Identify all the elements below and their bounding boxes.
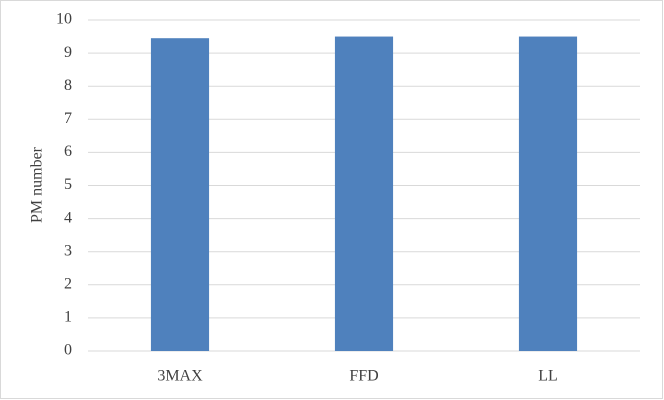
y-tick-label: 10 — [56, 11, 72, 28]
x-tick-label: LL — [538, 368, 558, 385]
y-tick-label: 2 — [64, 275, 72, 292]
x-tick-label: FFD — [349, 368, 378, 385]
bar — [334, 36, 394, 352]
y-tick-label: 7 — [64, 110, 72, 127]
y-tick-label: 6 — [64, 143, 72, 160]
y-tick-label: 8 — [64, 77, 72, 94]
bar — [150, 38, 210, 351]
y-tick-label: 5 — [64, 176, 72, 193]
y-axis-label: PM number — [29, 146, 46, 223]
y-tick-label: 9 — [64, 44, 72, 61]
y-tick-label: 0 — [64, 342, 72, 359]
y-tick-label: 4 — [64, 209, 72, 226]
y-tick-label: 1 — [64, 309, 72, 326]
bar — [518, 36, 578, 352]
x-tick-label: 3MAX — [157, 368, 203, 385]
y-tick-label: 3 — [64, 242, 72, 259]
